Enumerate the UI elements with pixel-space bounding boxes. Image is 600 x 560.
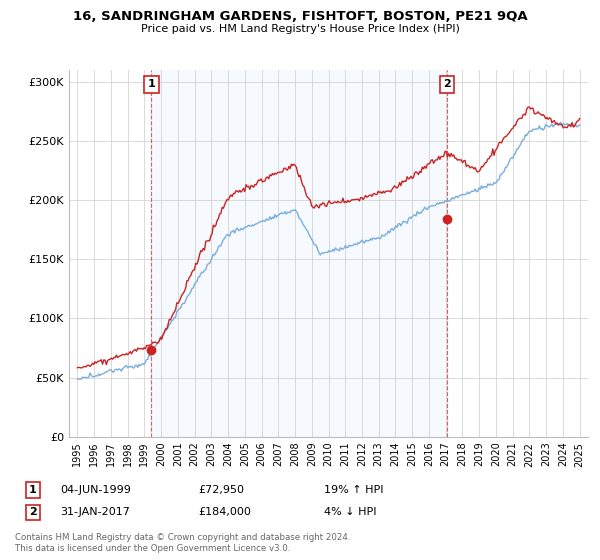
Text: £184,000: £184,000	[198, 507, 251, 517]
Text: 4% ↓ HPI: 4% ↓ HPI	[324, 507, 377, 517]
Text: Contains HM Land Registry data © Crown copyright and database right 2024.
This d: Contains HM Land Registry data © Crown c…	[15, 533, 350, 553]
Text: 19% ↑ HPI: 19% ↑ HPI	[324, 485, 383, 495]
Text: £72,950: £72,950	[198, 485, 244, 495]
Text: 2: 2	[29, 507, 37, 517]
Text: 2: 2	[443, 79, 451, 89]
Text: Price paid vs. HM Land Registry's House Price Index (HPI): Price paid vs. HM Land Registry's House …	[140, 24, 460, 34]
Text: 16, SANDRINGHAM GARDENS, FISHTOFT, BOSTON, PE21 9QA: 16, SANDRINGHAM GARDENS, FISHTOFT, BOSTO…	[73, 10, 527, 23]
Text: 1: 1	[29, 485, 37, 495]
Text: 31-JAN-2017: 31-JAN-2017	[60, 507, 130, 517]
Bar	[151, 70, 447, 437]
Text: 1: 1	[148, 79, 155, 89]
Text: 04-JUN-1999: 04-JUN-1999	[60, 485, 131, 495]
